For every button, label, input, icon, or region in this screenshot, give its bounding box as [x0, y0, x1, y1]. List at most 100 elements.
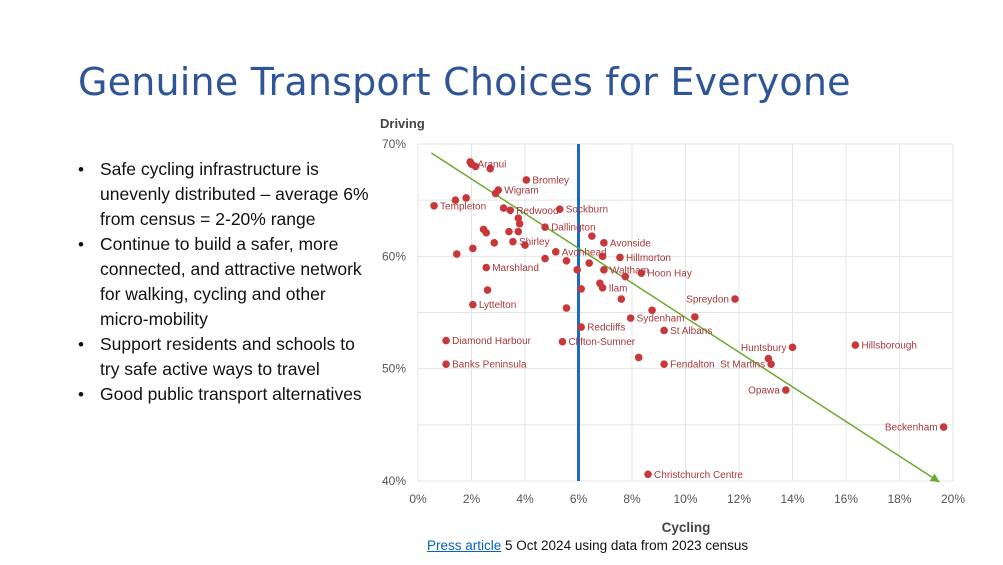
x-tick-label: 14%: [780, 492, 804, 506]
point-label: Spreydon: [686, 295, 729, 306]
x-tick-label: 2%: [463, 492, 481, 506]
point-label: Christchurch Centre: [654, 470, 743, 481]
data-point: [558, 337, 567, 346]
data-point: [505, 227, 513, 236]
data-point: [462, 194, 470, 202]
point-label: Diamond Harbour: [452, 336, 532, 347]
data-point: [471, 162, 480, 171]
data-point: [644, 470, 652, 479]
data-point: [648, 306, 656, 315]
point-label: Templeton: [440, 201, 486, 212]
data-point: [551, 248, 560, 256]
point-label: Banks Peninsula: [452, 360, 527, 371]
point-label: Redwood: [516, 206, 558, 217]
y-tick-label: 60%: [382, 249, 406, 263]
data-point: [555, 205, 564, 213]
y-tick-label: 70%: [382, 137, 406, 151]
x-tick-label: 0%: [409, 492, 427, 506]
data-point: [621, 272, 630, 281]
trend-line: [430, 152, 941, 483]
point-label: Bromley: [532, 175, 569, 186]
data-point: [598, 283, 607, 292]
y-tick-label: 50%: [382, 362, 406, 376]
caption: Press article 5 Oct 2024 using data from…: [427, 538, 748, 553]
point-label: Clifton-Sumner: [568, 337, 635, 348]
bullet-list: Safe cycling infrastructure is unevenly …: [78, 157, 378, 407]
x-tick-label: 18%: [887, 492, 911, 506]
data-point: [660, 360, 668, 368]
data-point: [660, 326, 668, 335]
point-label: Avonhead: [562, 247, 607, 258]
data-point: [479, 225, 488, 234]
data-point: [577, 285, 585, 293]
data-point: [626, 314, 635, 322]
data-point: [598, 252, 607, 261]
bullet-item: Safe cycling infrastructure is unevenly …: [78, 157, 378, 232]
data-point: [788, 343, 797, 352]
data-point: [600, 239, 608, 247]
data-point: [466, 158, 474, 166]
point-label: Avonside: [610, 238, 651, 249]
data-point: [691, 313, 699, 321]
point-label: Huntsbury: [741, 343, 787, 354]
data-point: [600, 266, 608, 274]
x-tick-label: 20%: [941, 492, 965, 506]
data-point: [585, 259, 593, 267]
x-tick-label: 16%: [834, 492, 858, 506]
point-label: Beckenham: [885, 423, 938, 434]
data-point: [491, 189, 500, 198]
data-point: [451, 196, 460, 204]
data-point: [637, 269, 646, 277]
data-point: [430, 201, 438, 210]
x-tick-label: 10%: [673, 492, 697, 506]
data-point: [634, 353, 643, 362]
point-label: Dallington: [551, 223, 595, 234]
point-label: Redcliffs: [587, 323, 625, 334]
press-article-link[interactable]: Press article: [427, 538, 502, 553]
point-label: Opawa: [748, 386, 780, 397]
data-point: [515, 219, 524, 228]
x-tick-label: 8%: [623, 492, 641, 506]
x-axis-title: Cycling: [662, 520, 711, 535]
point-label: Waltham: [610, 265, 649, 276]
y-axis-title: Driving: [380, 116, 425, 131]
data-point: [506, 206, 515, 215]
data-point: [490, 239, 499, 247]
data-point: [483, 286, 492, 294]
bullet-item: Continue to build a safer, more connecte…: [78, 232, 378, 332]
data-point: [588, 232, 596, 240]
point-label: St Martins: [720, 360, 765, 371]
x-tick-label: 4%: [516, 492, 534, 506]
data-point: [939, 423, 948, 431]
data-point: [482, 263, 491, 272]
data-point: [731, 295, 739, 303]
point-label: Fendalton: [670, 360, 714, 371]
point-label: Ilam: [609, 283, 628, 294]
point-label: Shirley: [519, 237, 550, 248]
data-point: [767, 360, 775, 368]
data-point: [851, 341, 860, 349]
point-label: Aranui: [478, 160, 507, 171]
data-point: [562, 257, 571, 265]
data-point: [617, 295, 626, 303]
slide-title: Genuine Transport Choices for Everyone: [78, 60, 851, 104]
point-label: Wigram: [504, 186, 538, 197]
data-point: [782, 386, 790, 394]
data-point: [509, 237, 517, 246]
data-point: [499, 204, 508, 212]
point-label: Marshland: [492, 263, 539, 274]
x-tick-label: 12%: [727, 492, 751, 506]
data-point: [522, 176, 531, 184]
bullet-item: Good public transport alternatives: [78, 382, 378, 407]
y-tick-label: 40%: [382, 474, 406, 488]
data-point: [521, 241, 529, 249]
data-point: [452, 250, 461, 258]
data-point: [541, 223, 549, 231]
point-label: Sockburn: [566, 205, 608, 216]
data-point: [469, 244, 477, 253]
point-label: Lyttelton: [479, 300, 516, 311]
bullet-item: Support residents and schools to try saf…: [78, 332, 378, 382]
data-point: [616, 253, 624, 262]
data-point: [514, 227, 523, 236]
